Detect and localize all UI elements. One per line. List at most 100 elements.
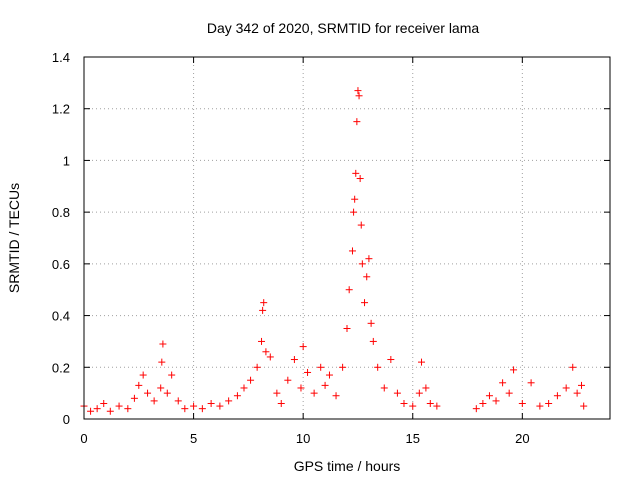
- data-point: [297, 384, 305, 392]
- data-point: [369, 337, 377, 345]
- data-point: [130, 394, 138, 402]
- y-tick-label: 0: [63, 412, 70, 427]
- data-point: [190, 402, 198, 410]
- data-point: [168, 371, 176, 379]
- data-point: [418, 358, 426, 366]
- data-point: [352, 169, 360, 177]
- y-tick-label: 0.4: [52, 309, 70, 324]
- data-point: [355, 92, 363, 100]
- data-point: [348, 247, 356, 255]
- data-point: [479, 399, 487, 407]
- data-point: [380, 384, 388, 392]
- x-tick-label: 15: [406, 431, 420, 446]
- data-point: [284, 376, 292, 384]
- data-point: [233, 392, 241, 400]
- data-point: [266, 353, 274, 361]
- data-point: [409, 402, 417, 410]
- data-point: [351, 195, 359, 203]
- x-axis-label: GPS time / hours: [294, 458, 401, 474]
- data-point: [499, 379, 507, 387]
- grid-lines: [84, 57, 610, 419]
- y-tick-label: 1.4: [52, 50, 70, 65]
- data-point: [157, 384, 165, 392]
- data-point: [198, 405, 206, 413]
- data-point: [139, 371, 147, 379]
- data-point: [573, 389, 581, 397]
- data-point: [258, 337, 266, 345]
- data-point: [569, 363, 577, 371]
- data-point: [253, 363, 261, 371]
- data-point: [374, 363, 382, 371]
- data-point: [354, 87, 362, 95]
- data-point: [135, 381, 143, 389]
- tick-labels: 0 5 10 15 20 0 0.2 0.4 0.6 0.8 1 1.2 1.4: [52, 50, 530, 446]
- data-point: [325, 371, 333, 379]
- x-tick-label: 0: [80, 431, 87, 446]
- data-point: [150, 397, 158, 405]
- y-tick-label: 0.2: [52, 360, 70, 375]
- data-point: [240, 384, 248, 392]
- data-point: [159, 340, 167, 348]
- data-point: [339, 363, 347, 371]
- data-point: [299, 343, 307, 351]
- data-point: [400, 399, 408, 407]
- data-point: [353, 118, 361, 126]
- plot-frame: [83, 56, 611, 420]
- data-point: [492, 397, 500, 405]
- data-point: [216, 402, 224, 410]
- data-point: [277, 399, 285, 407]
- data-point: [260, 299, 268, 307]
- data-point: [357, 221, 365, 229]
- data-point: [343, 325, 351, 332]
- data-point: [106, 407, 114, 415]
- x-tick-label: 5: [190, 431, 197, 446]
- data-point: [578, 381, 586, 389]
- data-point: [290, 356, 298, 364]
- data-point: [259, 306, 267, 314]
- data-point: [562, 384, 570, 392]
- data-point: [207, 399, 215, 407]
- data-point: [536, 402, 544, 410]
- y-tick-label: 1.2: [52, 102, 70, 117]
- data-point: [415, 389, 423, 397]
- data-point: [485, 392, 493, 400]
- data-point: [247, 376, 255, 384]
- data-point: [365, 255, 373, 263]
- data-point: [505, 389, 513, 397]
- data-point: [361, 299, 369, 307]
- axis-ticks: [83, 56, 610, 420]
- data-point: [472, 405, 480, 413]
- data-point: [144, 389, 152, 397]
- data-point: [393, 389, 401, 397]
- data-point: [304, 368, 312, 376]
- data-point: [422, 384, 430, 392]
- x-tick-label: 10: [296, 431, 310, 446]
- y-tick-label: 0.6: [52, 257, 70, 272]
- data-point: [527, 379, 535, 387]
- data-point: [317, 363, 325, 371]
- data-point: [387, 356, 395, 364]
- data-point: [87, 407, 95, 415]
- data-point: [358, 260, 366, 268]
- data-point: [158, 358, 166, 366]
- data-point: [163, 389, 171, 397]
- data-point: [262, 348, 270, 356]
- data-point: [321, 381, 329, 389]
- data-point: [124, 405, 132, 413]
- data-point: [115, 402, 123, 410]
- data-point: [174, 397, 182, 405]
- y-tick-label: 1: [63, 153, 70, 168]
- data-point: [553, 392, 561, 400]
- data-point: [332, 392, 340, 400]
- data-point: [580, 402, 588, 410]
- data-point: [363, 273, 371, 281]
- x-tick-label: 20: [515, 431, 529, 446]
- data-point: [181, 405, 189, 413]
- y-tick-label: 0.8: [52, 205, 70, 220]
- data-point: [345, 286, 353, 294]
- data-point: [225, 397, 233, 405]
- data-point: [100, 399, 108, 407]
- data-point: [93, 405, 101, 413]
- y-axis-label: SRMTID / TECUs: [6, 183, 22, 293]
